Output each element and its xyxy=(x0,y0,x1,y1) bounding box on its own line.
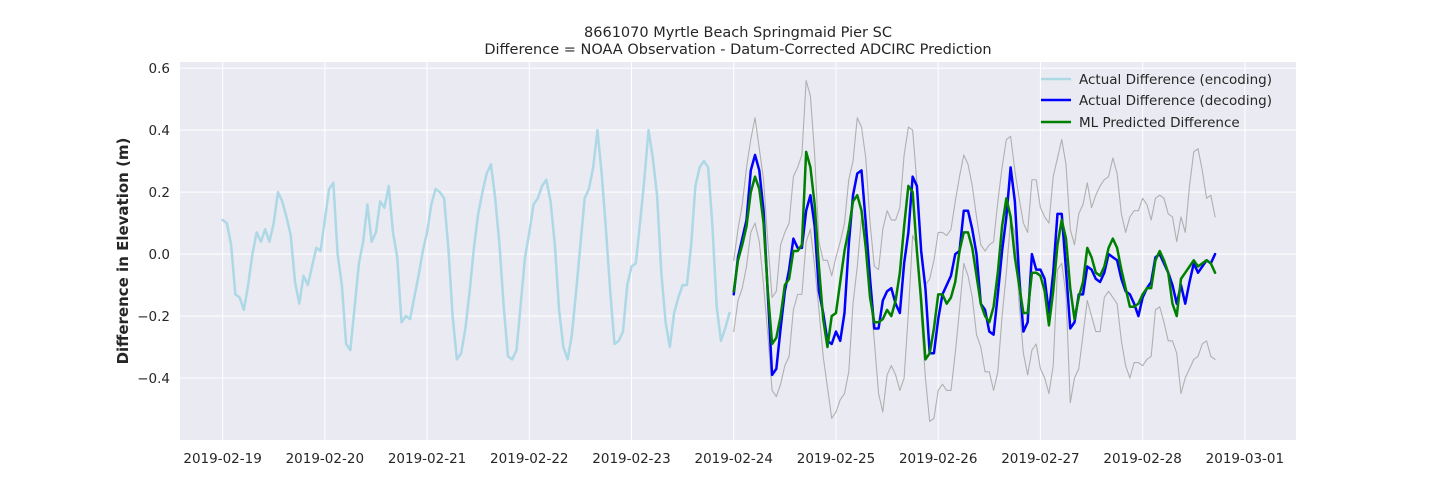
lower-bound-line xyxy=(733,216,1216,422)
x-tick-label: 2019-02-20 xyxy=(286,451,364,467)
y-tick-label: −0.2 xyxy=(137,309,170,325)
x-tick-label: 2019-02-23 xyxy=(592,451,670,467)
x-tick-label: 2019-02-26 xyxy=(899,451,977,467)
x-tick-labels: 2019-02-19 2019-02-20 2019-02-21 2019-02-22… xyxy=(183,451,1284,467)
x-tick-label: 2019-02-28 xyxy=(1103,451,1181,467)
plot-area xyxy=(180,62,1296,440)
y-tick-labels: −0.4 −0.2 0.0 0.2 0.4 0.6 xyxy=(137,61,170,387)
chart-subtitle: Difference = NOAA Observation - Datum-Co… xyxy=(484,42,991,58)
x-tick-label: 2019-02-21 xyxy=(388,451,466,467)
upper-bound-line xyxy=(733,80,1216,299)
x-tick-label: 2019-02-27 xyxy=(1001,451,1079,467)
y-tick-label: −0.4 xyxy=(137,371,170,387)
x-tick-label: 2019-03-01 xyxy=(1206,451,1284,467)
y-tick-label: 0.6 xyxy=(149,61,170,77)
legend-label-predicted: ML Predicted Difference xyxy=(1079,115,1240,131)
y-axis-label: Difference in Elevation (m) xyxy=(114,138,132,365)
series-line-encoding xyxy=(221,128,731,361)
y-tick-label: 0.4 xyxy=(149,123,170,139)
legend-label-decoding: Actual Difference (decoding) xyxy=(1079,93,1272,109)
series-layer xyxy=(221,80,1217,422)
chart-title: 8661070 Myrtle Beach Springmaid Pier SC xyxy=(584,25,892,41)
legend-label-encoding: Actual Difference (encoding) xyxy=(1079,72,1272,88)
x-tick-label: 2019-02-25 xyxy=(797,451,875,467)
x-tick-label: 2019-02-22 xyxy=(490,451,568,467)
legend: Actual Difference (encoding) Actual Diff… xyxy=(1041,72,1272,131)
series-line-predicted xyxy=(732,150,1217,361)
y-tick-label: 0.0 xyxy=(149,247,170,263)
x-tick-label: 2019-02-19 xyxy=(183,451,261,467)
y-tick-label: 0.2 xyxy=(149,185,170,201)
x-tick-label: 2019-02-24 xyxy=(695,451,773,467)
